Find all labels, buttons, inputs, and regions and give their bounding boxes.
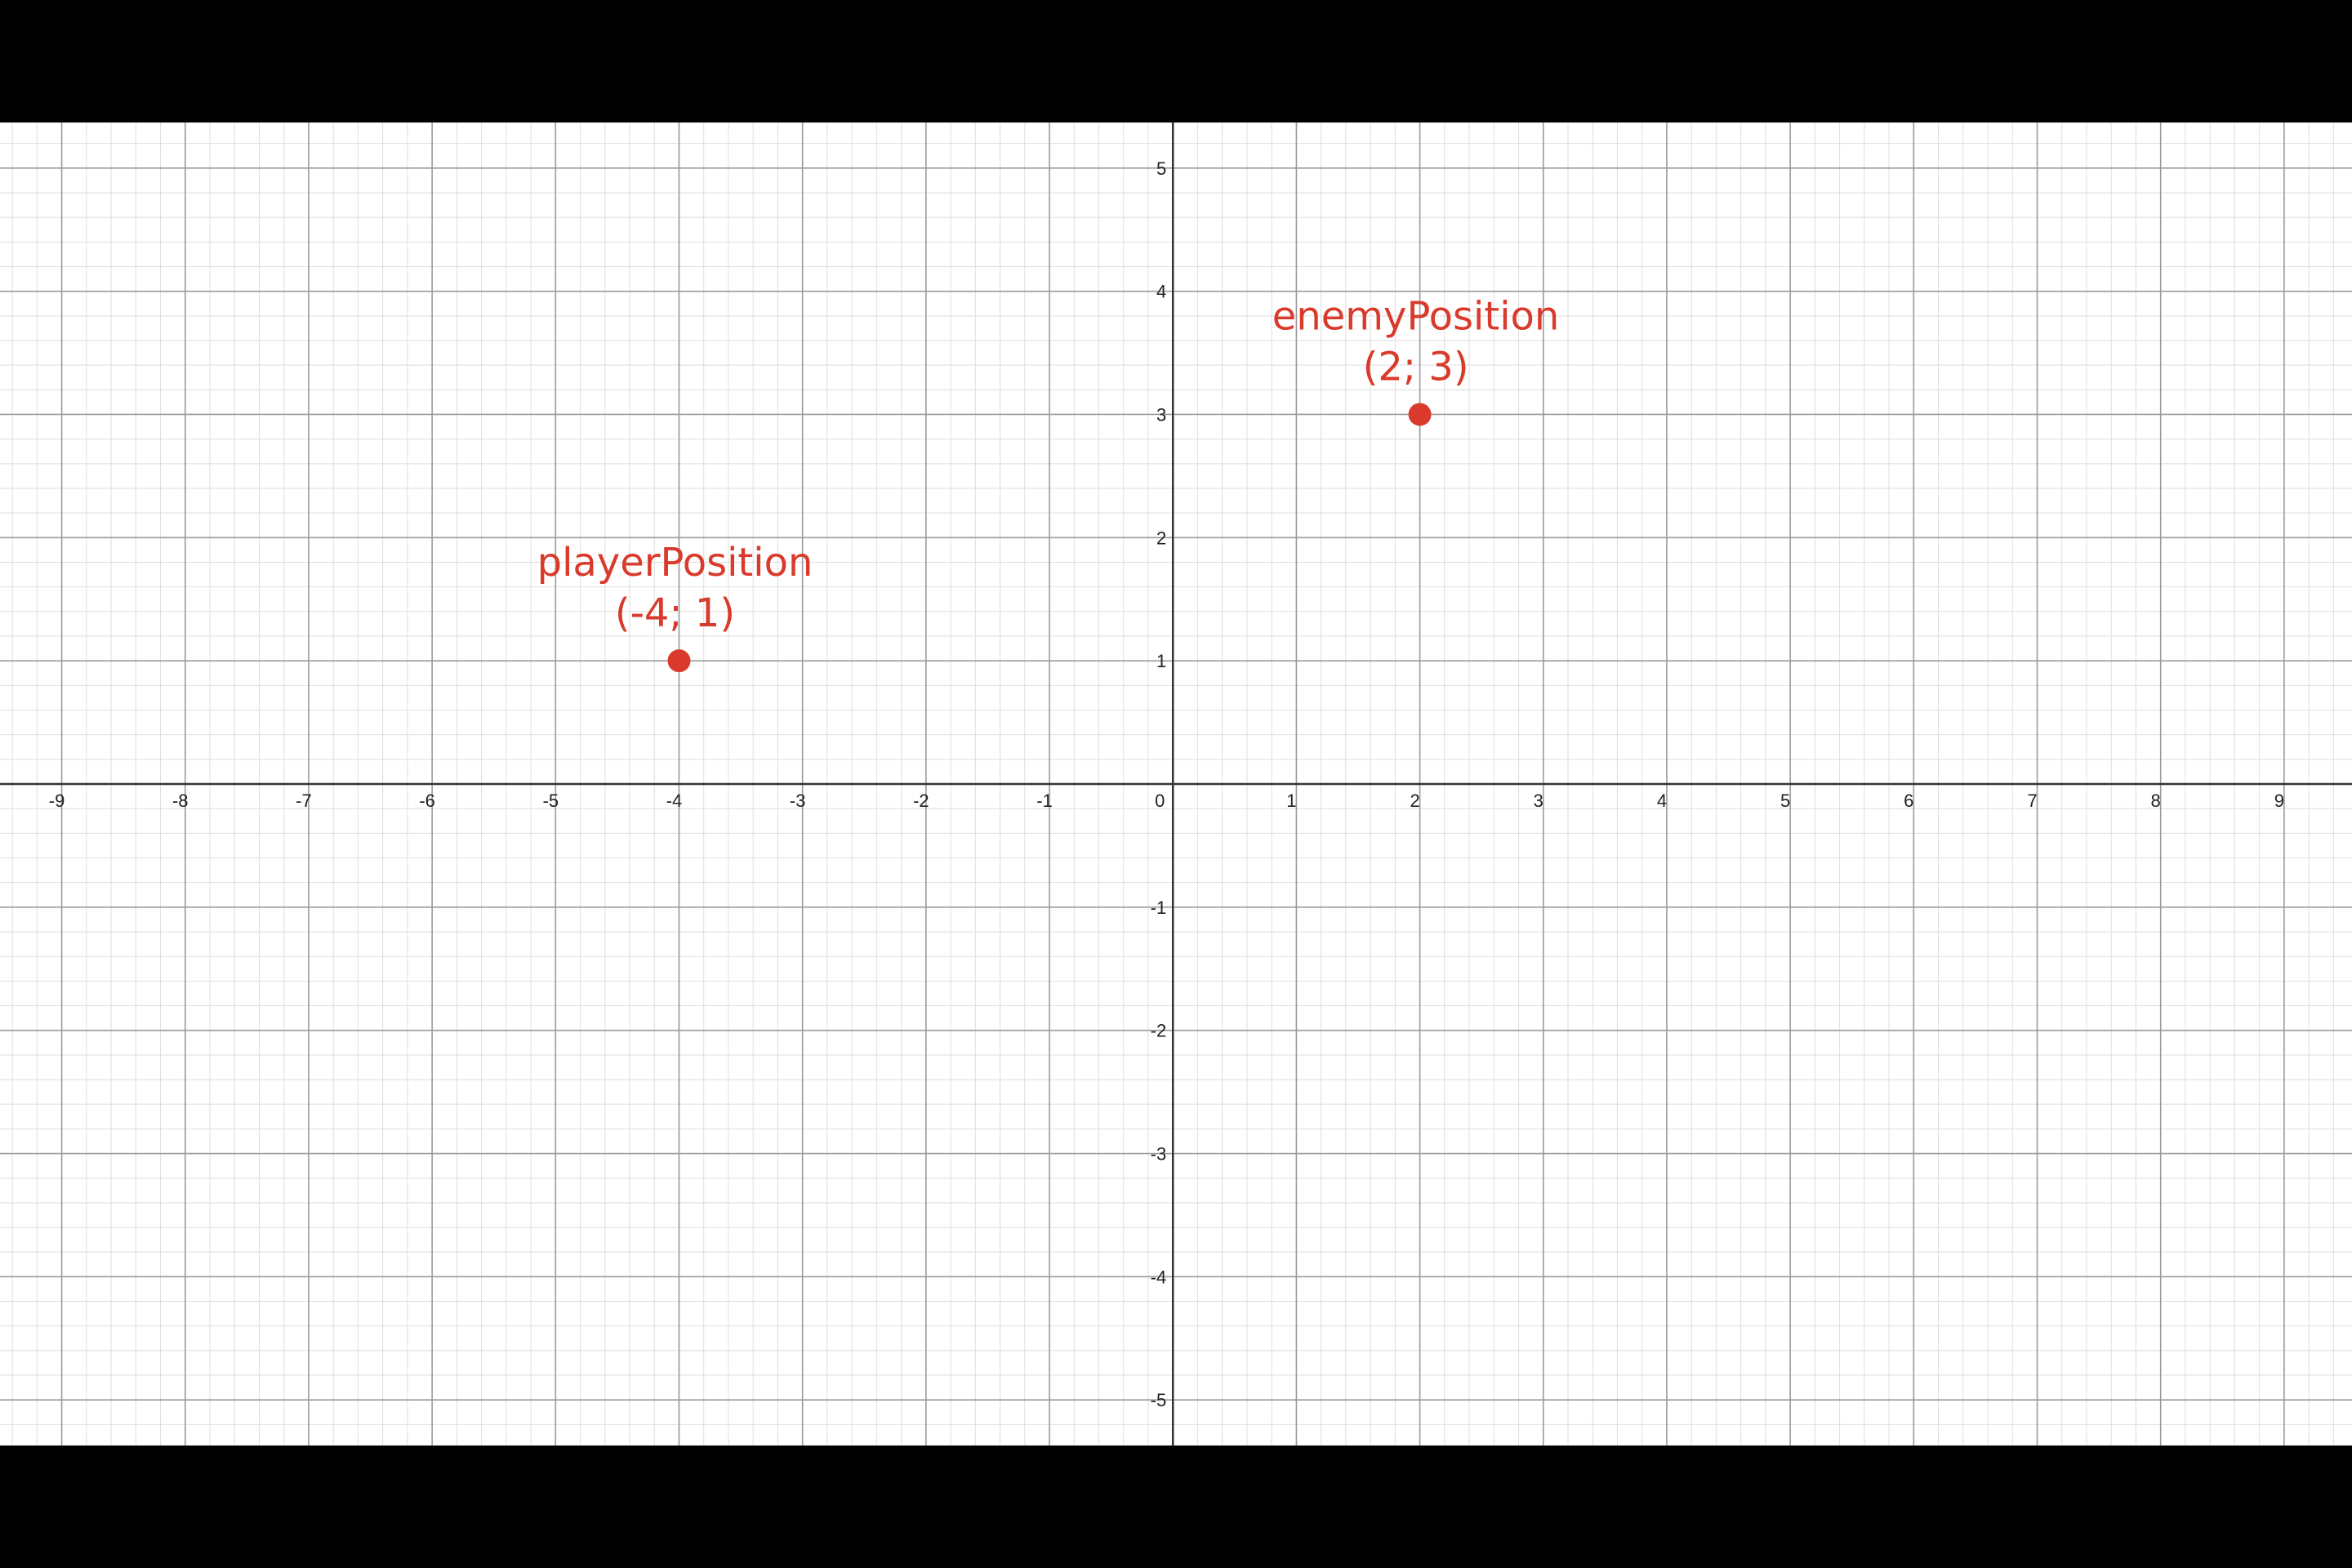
x-tick-label: -2 <box>913 791 929 811</box>
y-tick-label: 3 <box>1156 404 1166 425</box>
y-tick-label: 5 <box>1156 158 1166 179</box>
y-tick-labels: 5 4 3 2 1 -1 -2 -3 -4 -5 <box>1151 158 1167 1410</box>
x-tick-label: 5 <box>1780 791 1790 811</box>
x-tick-label: 4 <box>1657 791 1667 811</box>
point-name-label: enemyPosition <box>1272 293 1560 339</box>
x-tick-label: 1 <box>1286 791 1296 811</box>
point-coords-label: (-4; 1) <box>615 590 735 636</box>
coordinate-plane: -9 -8 -7 -6 -5 -4 -3 -2 -1 0 1 2 3 4 5 6 7 8 9 5 4 3 2 1 -1 -2 -3… <box>0 122 2352 1446</box>
data-points: playerPosition(-4; 1) enemyPosition (2; 3) <box>537 293 1560 673</box>
y-tick-label: 2 <box>1156 528 1166 548</box>
x-tick-label: -9 <box>49 791 65 811</box>
y-tick-label: -1 <box>1151 898 1167 918</box>
point-name-label: playerPosition <box>537 540 813 586</box>
x-tick-label: 6 <box>1904 791 1913 811</box>
point-coords-label: (2; 3) <box>1363 344 1469 390</box>
x-tick-label: 0 <box>1155 791 1165 811</box>
x-tick-label: -4 <box>666 791 683 811</box>
x-tick-label: -1 <box>1036 791 1053 811</box>
x-tick-label: 9 <box>2274 791 2284 811</box>
x-tick-label: -6 <box>419 791 435 811</box>
axes <box>0 122 2352 1446</box>
y-tick-label: -2 <box>1151 1021 1167 1041</box>
y-tick-label: -3 <box>1151 1144 1167 1165</box>
letterbox-bottom <box>0 1446 2352 1568</box>
x-tick-labels: -9 -8 -7 -6 -5 -4 -3 -2 -1 0 1 2 3 4 5 6 7 8 9 <box>49 791 2284 811</box>
y-tick-label: -5 <box>1151 1390 1167 1410</box>
letterbox-top <box>0 0 2352 122</box>
x-tick-label: 3 <box>1534 791 1544 811</box>
y-tick-label: 1 <box>1156 651 1166 671</box>
point-marker <box>667 649 691 673</box>
x-tick-label: 8 <box>2151 791 2161 811</box>
x-tick-label: -3 <box>790 791 806 811</box>
x-tick-label: -8 <box>172 791 189 811</box>
y-tick-label: -4 <box>1151 1267 1167 1287</box>
x-tick-label: 2 <box>1410 791 1419 811</box>
x-tick-label: 7 <box>2027 791 2037 811</box>
y-tick-label: 4 <box>1156 282 1166 302</box>
point-marker <box>1408 403 1432 426</box>
x-tick-label: -7 <box>296 791 312 811</box>
x-tick-label: -5 <box>543 791 559 811</box>
